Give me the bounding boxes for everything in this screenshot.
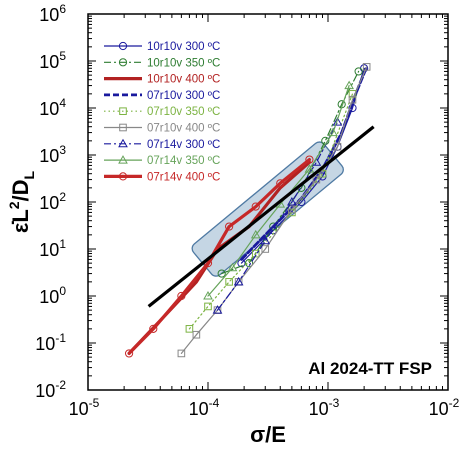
legend-item: 07r14v 300 ºC: [104, 138, 220, 151]
x-tick-labels: 10-5 10-4 10-3 10-2: [69, 396, 460, 419]
data-point: [260, 235, 271, 245]
legend-marker: [119, 107, 127, 116]
data-point: [251, 249, 260, 258]
legend-item: 10r10v 350 ºC: [104, 57, 220, 69]
data-point: [225, 222, 234, 231]
data-point: [348, 90, 357, 98]
legend-label: 10r10v 400 ºC: [147, 74, 220, 86]
legend: 10r10v 300 ºC 10r10v 350 ºC 10r10v 400 ºC 0…: [104, 41, 220, 183]
data-point: [348, 95, 357, 104]
data-point: [261, 245, 270, 253]
series-line: [127, 158, 311, 355]
x-tick-label: 10-3: [309, 396, 340, 419]
x-tick-label: 10-4: [189, 396, 220, 419]
data-point: [124, 349, 134, 358]
series-line: [180, 66, 368, 354]
data-point: [225, 278, 233, 286]
chart-annotation: Al 2024-TT FSP: [308, 359, 432, 378]
y-tick-label: 10-1: [35, 331, 66, 354]
legend-label: 07r10v 400 ºC: [147, 123, 220, 135]
y-tick-label: 103: [39, 143, 66, 166]
legend-marker: [119, 123, 127, 132]
y-tick-labels: 10-2 10-1 100 101 102 103 104 105 106: [35, 2, 66, 401]
legend-label: 10r10v 350 ºC: [147, 57, 220, 69]
legend-item: 07r14v 350 ºC: [104, 155, 220, 167]
power-law-fit-line: [147, 125, 375, 308]
data-point: [250, 229, 261, 239]
series-layer: [124, 63, 371, 358]
data-point: [227, 262, 238, 272]
y-tick-label: 104: [39, 96, 66, 119]
data-point: [287, 196, 297, 206]
data-point: [217, 269, 226, 278]
legend-label: 07r14v 400 ºC: [147, 171, 220, 183]
legend-item: 07r10v 300 ºC: [104, 90, 220, 102]
legend-label: 10r10v 300 ºC: [147, 41, 220, 53]
series-line: [221, 70, 360, 275]
legend-marker: [118, 58, 128, 67]
legend-marker: [118, 172, 128, 181]
axis-ticks: [87, 13, 449, 391]
series-4: [185, 90, 357, 333]
data-point: [185, 325, 194, 333]
data-point: [362, 63, 371, 71]
fit-line: [147, 125, 375, 308]
y-tick-label: 10-2: [35, 378, 66, 401]
data-point: [276, 179, 285, 188]
data-point: [288, 205, 296, 214]
data-point: [149, 324, 158, 333]
legend-label: 07r14v 350 ºC: [147, 155, 220, 167]
data-point: [203, 290, 213, 300]
data-point: [312, 175, 321, 184]
data-point: [269, 222, 278, 231]
y-tick-label: 102: [39, 190, 66, 213]
data-point: [305, 155, 314, 164]
legend-item: 07r14v 400 ºC: [104, 171, 220, 183]
data-point: [212, 305, 223, 314]
series-line: [188, 93, 354, 330]
y-tick-label: 100: [39, 284, 66, 307]
legend-marker: [118, 41, 128, 51]
data-point: [332, 117, 343, 126]
series-line: [216, 121, 339, 311]
data-point: [304, 164, 315, 173]
data-point: [244, 259, 254, 268]
y-tick-label: 101: [39, 237, 66, 260]
legend-label: 07r14v 300 ºC: [147, 139, 220, 151]
data-point: [233, 276, 244, 286]
data-point: [251, 202, 260, 211]
legend-label: 07r10v 300 ºC: [147, 90, 220, 102]
series-line: [207, 84, 350, 297]
legend-marker: [118, 155, 128, 164]
x-axis-title: σ/E: [250, 422, 286, 447]
series-8: [124, 155, 314, 358]
x-tick-label: 10-2: [429, 396, 460, 419]
legend-item: 07r10v 400 ºC: [104, 123, 220, 135]
y-axis-title: ε̇L2/DL: [6, 170, 37, 233]
y-tick-label: 105: [39, 49, 66, 72]
legend-item: 10r10v 400 ºC: [104, 74, 220, 86]
legend-item: 10r10v 300 ºC: [104, 41, 220, 53]
legend-item: 07r10v 350 ºC: [104, 106, 220, 118]
data-point: [333, 142, 342, 151]
data-point: [177, 291, 186, 301]
data-point: [344, 80, 354, 90]
data-point: [192, 330, 201, 339]
data-point: [177, 349, 186, 358]
y-tick-label: 106: [39, 2, 66, 25]
x-tick-label: 10-5: [69, 396, 100, 419]
legend-label: 07r10v 350 ºC: [147, 106, 220, 118]
data-point: [328, 127, 338, 137]
legend-marker: [118, 138, 128, 148]
data-point: [354, 67, 363, 76]
data-point: [204, 302, 212, 311]
